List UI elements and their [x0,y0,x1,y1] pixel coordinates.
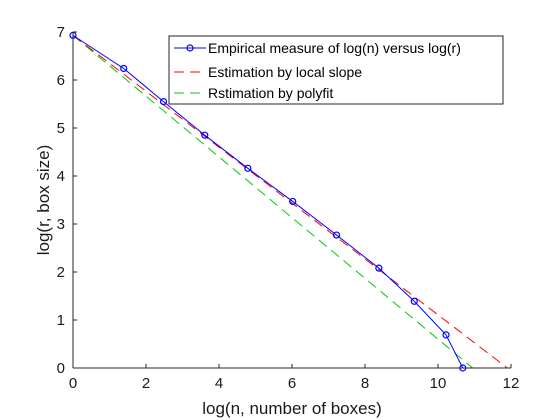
x-axis-label: log(n, number of boxes) [202,399,382,418]
data-point-empirical [159,97,168,106]
y-tick-label: 4 [57,168,65,185]
data-point-empirical [442,331,450,339]
y-tick-label: 3 [57,216,65,233]
data-point-empirical [120,64,128,73]
data-point-empirical [289,197,297,206]
series-layer [69,31,508,372]
legend-label-local-slope: Estimation by local slope [208,64,362,80]
legend-label-polyfit: Rstimation by polyfit [208,85,333,101]
y-tick-label: 2 [57,264,65,281]
data-point-empirical [201,131,209,139]
x-tick-label: 4 [215,375,223,392]
data-point-empirical [375,264,383,272]
data-point-empirical [332,231,341,239]
y-axis-label: log(r, box size) [34,145,53,256]
series-line-empirical [72,34,464,369]
y-tick-label: 7 [57,24,65,41]
data-point-empirical [410,297,418,305]
legend-box [168,35,504,105]
y-tick-label: 1 [57,312,65,329]
legend: Empirical measure of log(n) versus log(r… [168,35,504,105]
x-tick-label: 6 [288,375,296,392]
x-tick-label: 8 [361,375,369,392]
data-point-empirical [244,164,252,172]
y-tick-label: 0 [57,360,65,377]
x-tick-label: 2 [142,375,150,392]
y-tick-label: 5 [57,120,65,137]
x-tick-label: 0 [69,375,77,392]
y-tick-label: 6 [57,72,65,89]
x-tick-label: 12 [503,375,520,392]
x-tick-label: 10 [430,375,447,392]
legend-label-empirical: Empirical measure of log(n) versus log(r… [208,40,461,56]
legend-marker-empirical [186,44,194,52]
series-line-polyfit [72,34,473,369]
